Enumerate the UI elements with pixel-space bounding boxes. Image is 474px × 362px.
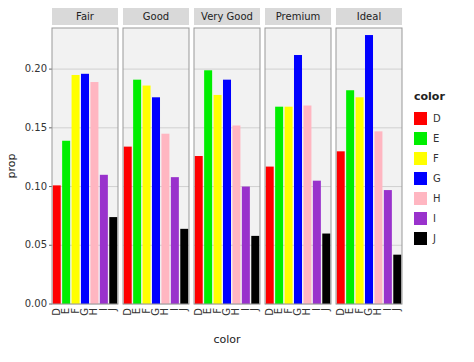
panel: 0.000.050.100.150.20DEFGHIJFair [25,8,119,316]
bar [62,141,70,304]
bars [124,80,189,304]
bar [322,234,330,304]
panel: DEFGHIJGood [122,8,190,316]
legend-swatch [414,152,427,165]
bar [81,74,89,304]
legend-label: E [433,133,439,144]
legend-swatch [414,232,427,245]
y-tick-label: 0.05 [25,239,47,250]
y-tick-label: 0.15 [25,122,47,133]
y-tick-label: 0.10 [25,181,47,192]
bar [313,181,321,304]
plot-background [123,28,189,304]
bar [374,131,382,304]
bar [356,97,364,304]
bar [266,167,274,304]
bar [223,80,231,304]
bar [100,175,108,304]
facet-title: Fair [76,11,95,22]
legend-label: F [433,153,439,164]
plot-frame [52,28,118,304]
chart: 0.000.050.100.150.20DEFGHIJFairpropcolor… [0,0,474,362]
bar [90,82,98,304]
bar [294,55,302,304]
bar [214,95,222,304]
x-tick-label: J [178,308,189,312]
legend-swatch [414,192,427,205]
strip [123,8,189,25]
facet-title: Very Good [201,11,253,22]
bar [242,187,250,304]
bar [365,35,373,304]
strip [194,8,260,25]
bars [53,74,118,304]
facet-title: Ideal [357,11,381,22]
legend-label: G [433,173,441,184]
legend-swatch [414,132,427,145]
panel: DEFGHIJVery Good [193,8,261,316]
x-tick-label: J [320,308,331,312]
strip [52,8,118,25]
legend-swatch [414,212,427,225]
bar [53,185,61,304]
bar [171,177,179,304]
bar [346,90,354,304]
bars [266,55,331,304]
bar [124,147,132,304]
bar [303,106,311,304]
panel: DEFGHIJIdeal [335,8,403,316]
bar [152,97,160,304]
x-tick-label: J [249,308,260,312]
legend-label: I [433,213,436,224]
bars [195,70,260,304]
legend-label: H [433,193,441,204]
legend-swatch [414,172,427,185]
legend-swatch [414,112,427,125]
legend-label: J [432,233,436,244]
strip [265,8,331,25]
x-tick-label: J [391,308,402,312]
plot-background [265,28,331,304]
y-axis-label: prop [5,153,18,178]
plot-frame [123,28,189,304]
facet-title: Good [143,11,169,22]
legend-label: D [433,113,441,124]
bar [109,217,117,304]
plot-frame [336,28,402,304]
bar [72,75,80,304]
x-axis-label: color [213,333,241,346]
facet-title: Premium [276,11,321,22]
panel: DEFGHIJPremium [264,8,332,316]
y-tick-label: 0.20 [25,63,47,74]
grid-line [52,69,118,70]
legend-title: color [414,90,445,103]
y-tick-label: 0.00 [25,298,47,309]
bar [275,107,283,304]
plot-background [194,28,260,304]
bar [232,125,240,304]
bar [337,151,345,304]
bar [393,255,401,304]
bar [143,86,151,304]
grid-line [194,69,260,70]
plot-background [52,28,118,304]
bar [195,156,203,304]
strip [336,8,402,25]
bar [161,134,169,304]
bar [384,190,392,304]
grid-line [123,69,189,70]
bar [285,107,293,304]
plot-frame [194,28,260,304]
bar [180,229,188,304]
bar [133,80,141,304]
bar [251,236,259,304]
bar [204,70,212,304]
plot-frame [265,28,331,304]
x-tick-label: J [107,308,118,312]
bars [337,35,402,304]
plot-background [336,28,402,304]
legend: color DEFGHIJ [414,90,445,245]
